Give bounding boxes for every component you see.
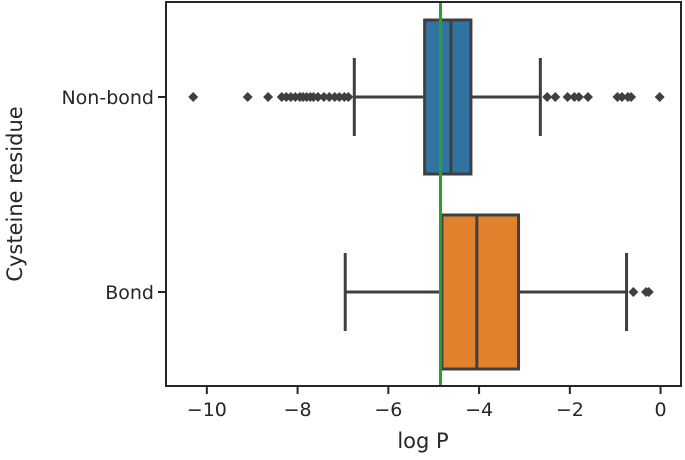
axis-layer: Non-bond Bond −10 −8 −6 −4 −2 0 [61,87,666,421]
bond-box [440,213,521,371]
x-tick-label-0: −10 [187,399,227,421]
x-axis-title: log P [397,429,448,453]
non-bond-outlier-13 [318,92,329,102]
x-tick-label-4: −2 [556,399,584,421]
non-bond-outlier-1 [242,92,253,102]
non-bond-outlier-20 [550,92,561,102]
x-tick-label-5: 0 [655,399,667,421]
x-tick-label-2: −6 [374,399,402,421]
bond-outlier-0 [628,287,639,297]
x-tick-label-1: −8 [284,399,312,421]
non-bond-outlier-2 [263,92,274,102]
non-bond-y-tick-label: Non-bond [61,87,154,109]
non-bond-outlier-24 [582,92,593,102]
x-tick-label-3: −4 [465,399,493,421]
y-axis-title: Cysteine residue [3,106,27,281]
non-bond-outlier-29 [654,92,665,102]
non-bond-outlier-14 [324,92,335,102]
non-bond-outlier-26 [617,92,628,102]
non-bond-outlier-12 [313,92,324,102]
non-bond-box [423,18,473,176]
non-bond-outlier-21 [562,92,573,102]
non-bond-outlier-19 [542,92,553,102]
non-bond-outlier-23 [573,92,584,102]
non-bond-outlier-0 [188,92,199,102]
non-bond-outlier-28 [626,92,637,102]
bond-outlier-2 [643,287,654,297]
bond-y-tick-label: Bond [105,282,154,304]
plot-layer [188,2,665,386]
non-bond-outlier-18 [343,92,354,102]
plot-frame [165,1,682,387]
